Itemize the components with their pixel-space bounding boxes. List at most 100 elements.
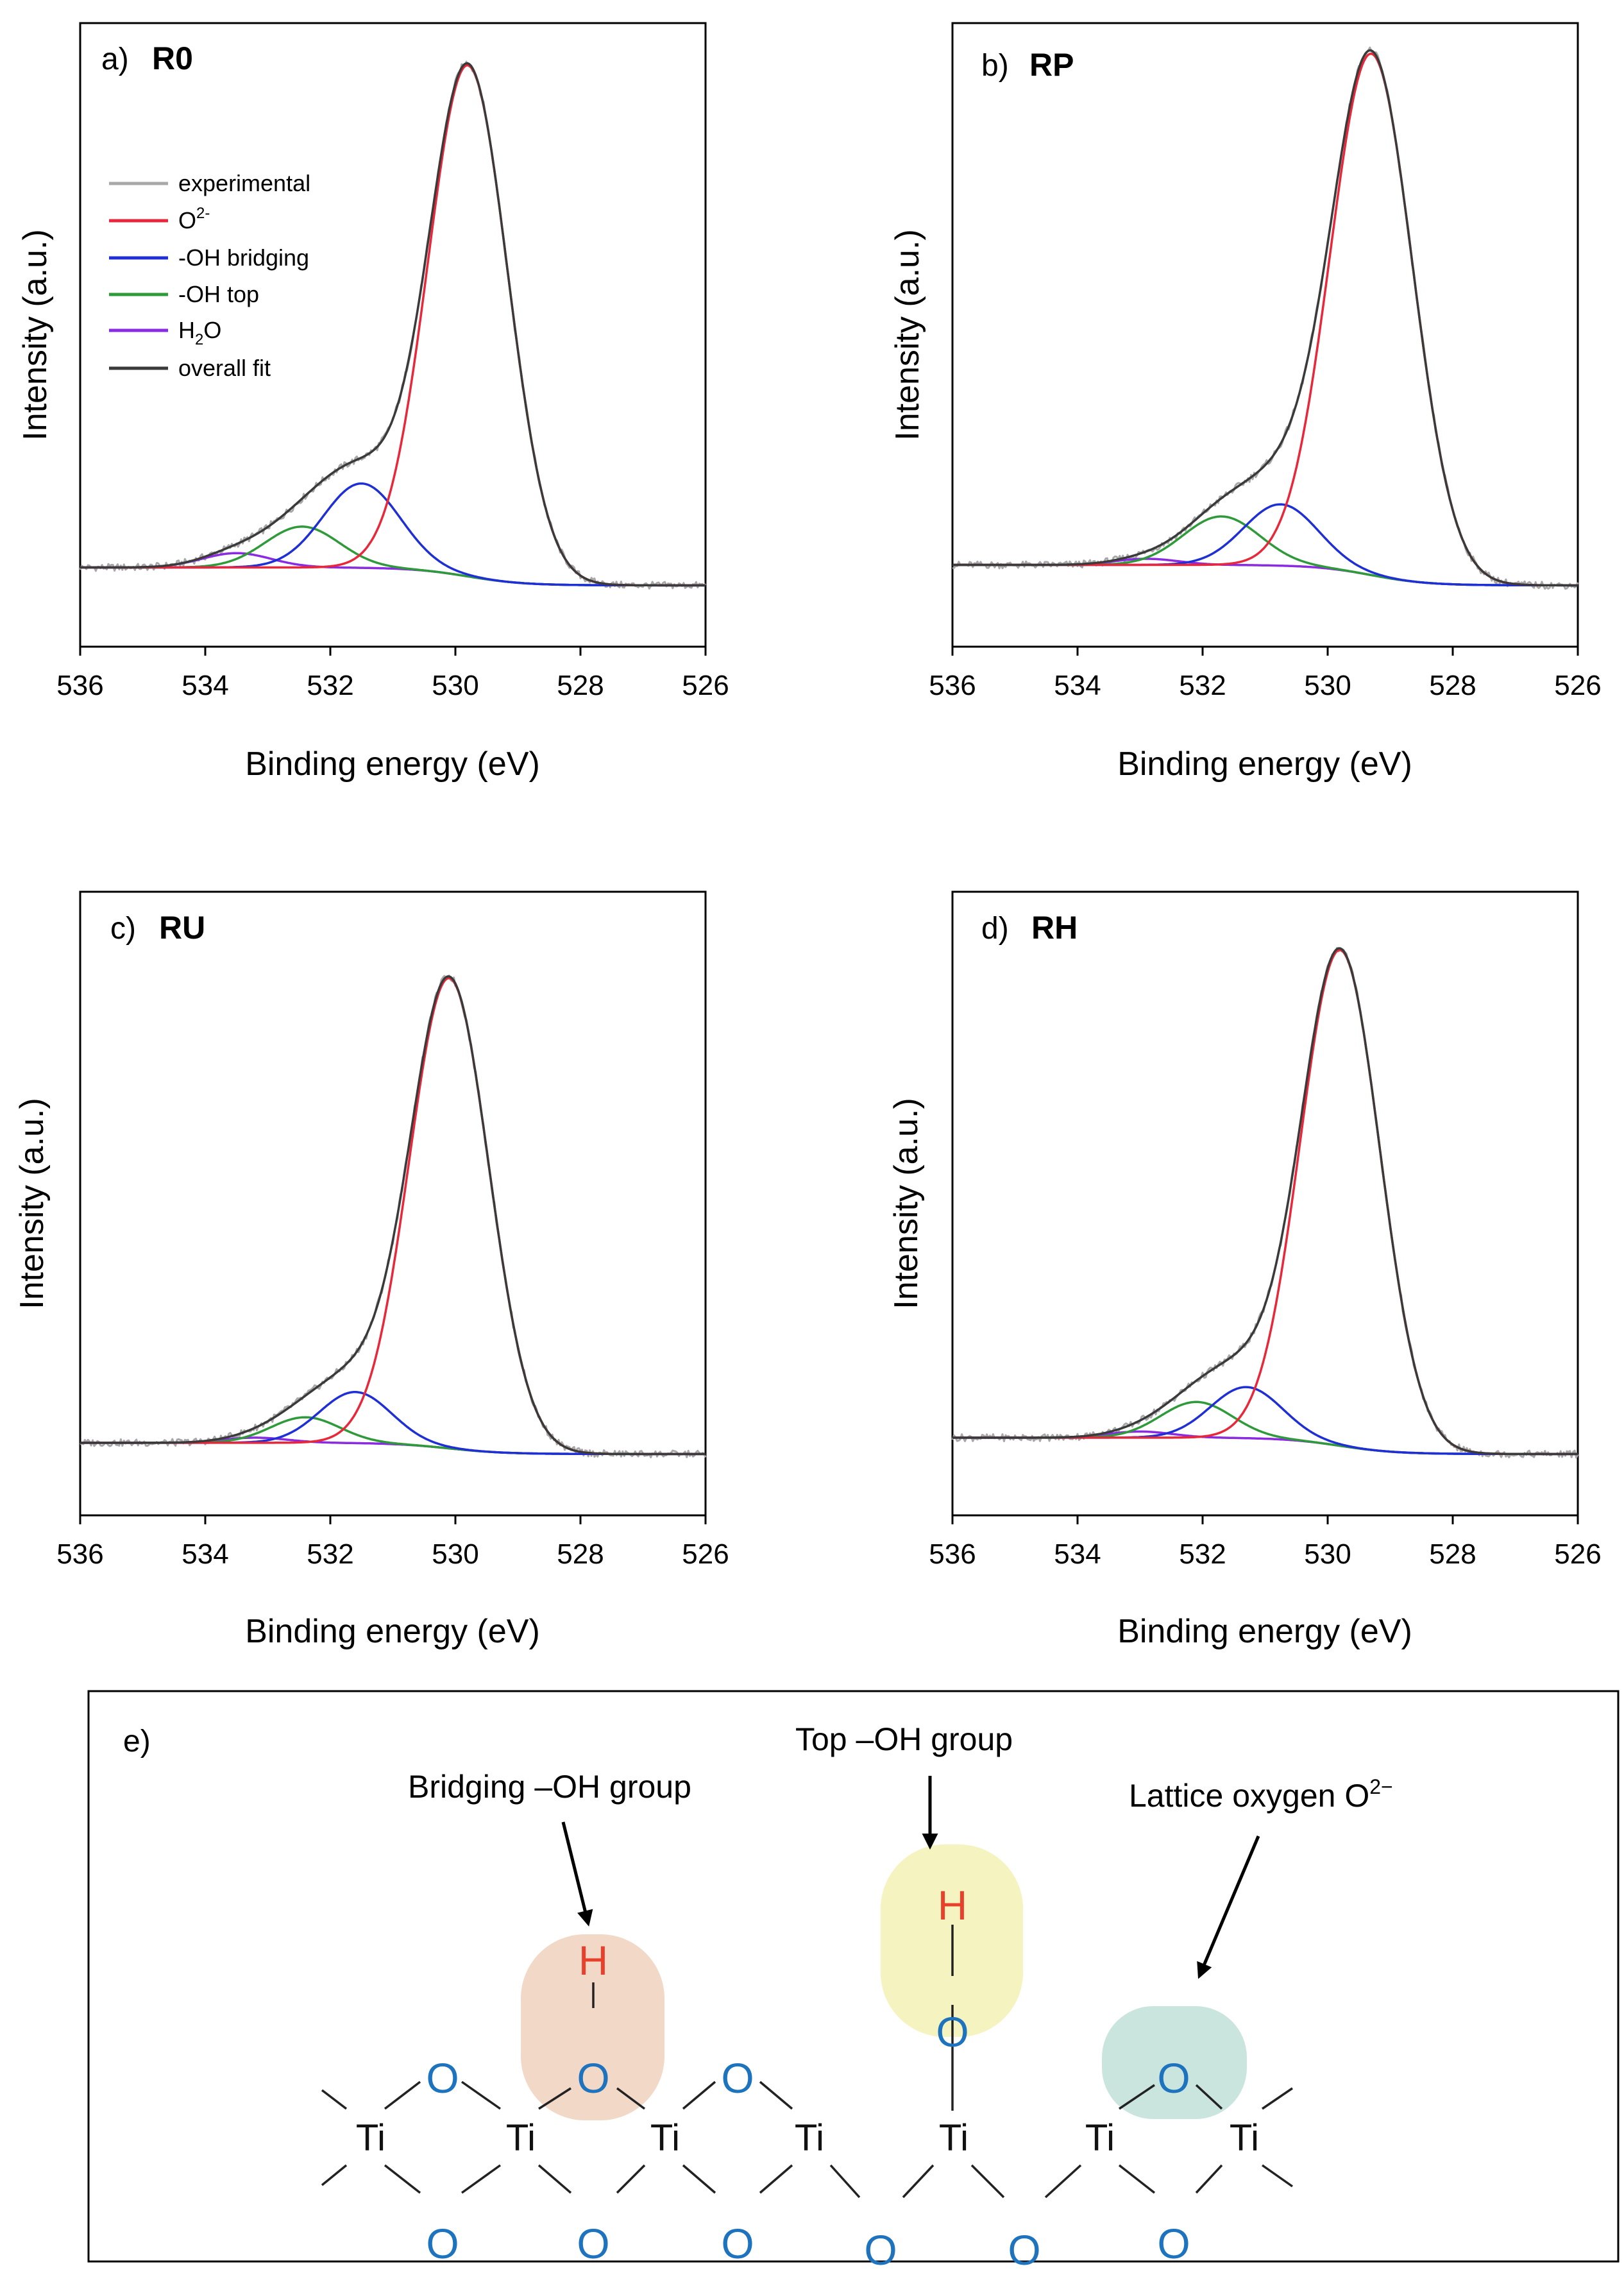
panel-title: R0 <box>152 40 193 76</box>
x-tick-label: 534 <box>182 1538 228 1570</box>
x-tick-label: 528 <box>1429 670 1476 701</box>
legend-h2o-sub: 2 <box>195 331 203 348</box>
plot-frame <box>79 890 707 1517</box>
atom-o-bridging: O <box>577 2054 609 2102</box>
atom-o: O <box>577 2220 609 2267</box>
x-tick-label: 526 <box>682 670 729 701</box>
atom-o-lattice: O <box>1157 2054 1190 2102</box>
x-tick-label: 530 <box>432 670 478 701</box>
atom-ti: Ti <box>795 2117 824 2159</box>
experimental-line <box>80 975 707 1459</box>
panel-letter: b) <box>981 49 1009 83</box>
x-tick-label: 534 <box>1054 670 1101 701</box>
panel-letter: e) <box>123 1724 151 1758</box>
x-tick-label: 532 <box>307 670 353 701</box>
bond <box>829 2164 861 2199</box>
x-tick-label: 532 <box>1179 1538 1226 1570</box>
highlight-lattice-oxygen <box>1102 2006 1247 2119</box>
legend: experimental O2- -OH bridging -OH top H2… <box>109 170 310 381</box>
x-tick-label: 528 <box>557 1538 604 1570</box>
label-lattice-oxygen: Lattice oxygen O2− <box>1129 1775 1393 1814</box>
x-axis-label: Binding energy (eV) <box>245 745 540 783</box>
x-axis-label: Binding energy (eV) <box>245 1613 540 1650</box>
atom-o: O <box>721 2054 754 2102</box>
atom-o-top: O <box>936 2008 968 2056</box>
x-ticks: 536 534 532 530 528 526 <box>56 1515 729 1570</box>
y-axis-label: Intensity (a.u.) <box>13 1098 51 1309</box>
legend-o2-sup: 2- <box>196 205 210 222</box>
plot-frame <box>79 22 707 648</box>
atom-o: O <box>1008 2226 1040 2274</box>
panel-title: RU <box>159 910 205 946</box>
bond <box>384 2164 421 2194</box>
bond <box>682 2081 716 2110</box>
legend-h2o-a: H <box>178 317 195 343</box>
bond <box>970 2164 1005 2199</box>
panel-e-schematic: e) Bridging –OH group Top –OH group Latt… <box>87 1690 1620 2274</box>
x-axis-label: Binding energy (eV) <box>1117 1613 1412 1650</box>
h-atoms: H H <box>579 1882 967 1984</box>
atom-o: O <box>721 2220 754 2267</box>
atom-o: O <box>864 2226 897 2274</box>
o2-component-line <box>80 976 706 1456</box>
x-tick-label: 528 <box>557 670 604 701</box>
label-lattice-base: Lattice oxygen O <box>1129 1778 1369 1814</box>
x-ticks: 536 534 532 530 528 526 <box>929 1515 1602 1570</box>
plot-frame <box>951 890 1579 1517</box>
bond <box>538 2087 571 2110</box>
oh-top-line <box>80 525 706 587</box>
oh-bridging-line <box>952 1386 1578 1456</box>
overall-fit-line <box>952 49 1578 587</box>
o2-component-line <box>952 53 1578 587</box>
arrow-bridging <box>561 1821 593 1927</box>
x-tick-label: 536 <box>56 670 103 701</box>
series-group <box>952 46 1579 590</box>
y-axis-label: Intensity (a.u.) <box>889 229 926 440</box>
bond <box>902 2164 935 2199</box>
atom-o: O <box>1157 2220 1190 2267</box>
atom-ti: Ti <box>1230 2117 1259 2159</box>
x-tick-label: 528 <box>1429 1538 1476 1570</box>
x-tick-label: 530 <box>1304 1538 1351 1570</box>
legend-label-oh-top: -OH top <box>178 281 259 307</box>
legend-label-experimental: experimental <box>178 170 310 196</box>
panel-letter: a) <box>101 42 129 76</box>
bond <box>461 2164 502 2194</box>
x-tick-label: 534 <box>1054 1538 1101 1570</box>
panel-c-ru: c) RU Intensity (a.u.) Binding energy (e… <box>13 890 729 1650</box>
legend-label-oh-bridging: -OH bridging <box>178 244 309 271</box>
legend-label-overall-fit: overall fit <box>178 355 271 381</box>
oh-top-line <box>80 1416 706 1456</box>
legend-h2o-b: O <box>203 317 221 343</box>
panel-a-r0: a) R0 Intensity (a.u.) Binding energy (e… <box>17 22 729 783</box>
bond <box>1195 2084 1223 2110</box>
bond <box>537 2164 572 2194</box>
x-tick-label: 526 <box>682 1538 729 1570</box>
y-axis-label: Intensity (a.u.) <box>888 1098 925 1309</box>
overall-fit-line <box>80 975 706 1456</box>
h2o-line <box>952 1430 1578 1456</box>
atom-h-bridging: H <box>579 1937 608 1984</box>
ti-atoms: Ti Ti Ti Ti Ti Ti Ti <box>356 2117 1259 2159</box>
lattice-bonds <box>321 1925 1294 2199</box>
h2o-line <box>80 1436 706 1456</box>
x-ticks: 536 534 532 530 528 526 <box>56 647 729 701</box>
highlight-bridging-oh <box>521 1934 664 2120</box>
panel-b-rp: b) RP Intensity (a.u.) Binding energy (e… <box>889 22 1602 783</box>
overall-fit-line <box>80 62 706 587</box>
schematic-frame <box>87 1690 1620 2263</box>
x-tick-label: 536 <box>929 670 976 701</box>
bond <box>616 2087 646 2110</box>
bond <box>1044 2164 1082 2199</box>
x-tick-label: 536 <box>929 1538 976 1570</box>
atom-o: O <box>426 2054 459 2102</box>
bond <box>1119 2084 1155 2110</box>
x-tick-label: 526 <box>1554 1538 1601 1570</box>
x-ticks: 536 534 532 530 528 526 <box>929 647 1602 701</box>
bond <box>461 2081 502 2110</box>
legend-label-o2: O2- <box>178 205 210 234</box>
x-tick-label: 532 <box>1179 670 1226 701</box>
atom-ti: Ti <box>506 2117 536 2159</box>
bond <box>1262 2087 1293 2110</box>
